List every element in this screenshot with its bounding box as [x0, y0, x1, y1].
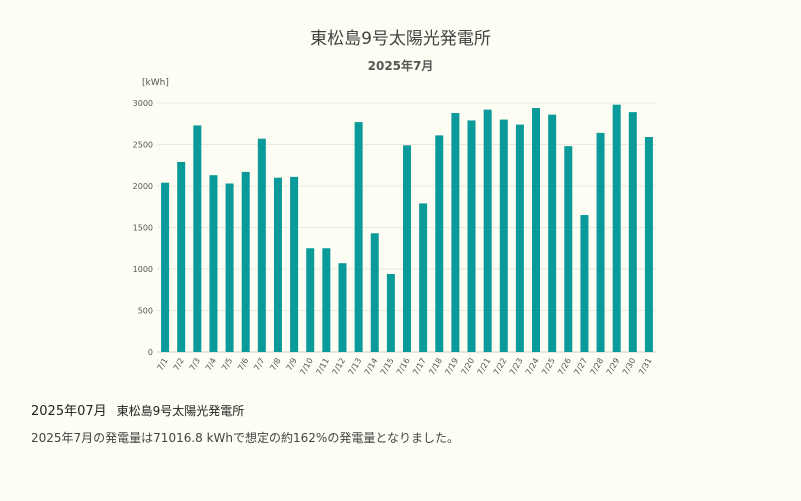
bar [483, 109, 492, 352]
y-tick-label: 3000 [133, 99, 153, 108]
bar [548, 114, 557, 353]
x-tick-label: 7/19 [443, 357, 460, 377]
bar [628, 112, 637, 352]
bar [515, 124, 524, 352]
bar [596, 132, 605, 352]
caption-period: 2025年07月 [31, 404, 107, 419]
bar [209, 175, 218, 352]
x-tick-label: 7/11 [314, 357, 331, 377]
x-tick-label: 7/28 [589, 357, 606, 377]
bar [435, 135, 444, 352]
y-tick-label: 1500 [133, 224, 153, 233]
bar [290, 176, 299, 352]
x-tick-label: 7/14 [363, 357, 380, 377]
bar [370, 233, 379, 352]
x-tick-label: 7/25 [540, 357, 557, 377]
x-tick-label: 7/7 [252, 357, 266, 373]
bar [419, 203, 428, 352]
x-tick-labels: 7/1 7/2 7/3 7/4 7/5 7/6 7/7 7/8 7/9 7/10 7/11 7/12 7… [156, 356, 654, 376]
x-tick-label: 7/12 [330, 357, 347, 377]
x-tick-label: 7/23 [508, 357, 525, 377]
x-tick-label: 7/24 [524, 357, 541, 377]
x-tick-label: 7/5 [220, 357, 234, 373]
caption-heading: 2025年07月 東松島9号太陽光発電所 [31, 400, 244, 419]
bar [564, 146, 573, 352]
x-tick-label: 7/2 [172, 357, 186, 373]
bar [241, 171, 250, 352]
bar [338, 263, 347, 352]
x-tick-label: 7/10 [298, 357, 315, 377]
bar [225, 183, 234, 352]
bar [354, 122, 363, 352]
bar [451, 112, 460, 353]
bar [580, 215, 589, 352]
x-tick-label: 7/17 [411, 357, 428, 377]
bars [161, 104, 653, 353]
x-tick-label: 7/26 [556, 357, 573, 377]
x-tick-label: 7/22 [492, 356, 509, 376]
x-tick-label: 7/20 [459, 357, 476, 377]
bar-chart: 0 500 1000 1500 2000 2500 3000 7/1 7/2 7/3 7/4 7/5… [133, 78, 657, 377]
x-tick-label: 7/27 [572, 357, 589, 377]
bar [177, 161, 186, 352]
chart-title: 東松島9号太陽光発電所 [310, 29, 491, 49]
x-tick-label: 7/18 [427, 357, 444, 377]
x-tick-label: 7/13 [347, 357, 364, 377]
y-tick-label: 2500 [133, 141, 153, 150]
x-tick-label: 7/30 [621, 357, 638, 377]
bar [273, 177, 282, 352]
bar [322, 248, 331, 352]
y-tick-label: 2000 [133, 182, 153, 191]
bar [161, 182, 170, 352]
bar [532, 107, 541, 352]
bar [467, 120, 476, 353]
bar [499, 119, 508, 352]
bar [612, 104, 621, 352]
y-tick-label: 1000 [133, 265, 153, 274]
caption-summary: 2025年7月の発電量は71016.8 kWhで想定の約162%の発電量となりま… [31, 431, 459, 445]
bar [193, 125, 202, 352]
chart-subtitle: 2025年7月 [367, 59, 434, 73]
x-tick-label: 7/8 [268, 357, 282, 373]
y-tick-label: 0 [148, 348, 153, 357]
x-tick-label: 7/31 [637, 357, 654, 377]
x-tick-label: 7/4 [204, 357, 218, 373]
x-tick-label: 7/21 [476, 357, 493, 377]
bar [306, 248, 315, 352]
bar [386, 273, 395, 352]
bar [257, 138, 266, 352]
x-tick-label: 7/29 [605, 357, 622, 377]
y-tick-label: 500 [138, 307, 153, 316]
y-axis-label: [kWh] [142, 78, 169, 88]
bar [403, 145, 411, 352]
caption-plant-name: 東松島9号太陽光発電所 [116, 404, 245, 418]
bar [644, 137, 653, 352]
grid-lines [157, 102, 657, 353]
y-tick-labels: 0 500 1000 1500 2000 2500 3000 [133, 99, 153, 357]
x-tick-label: 7/3 [188, 357, 202, 373]
x-tick-label: 7/16 [395, 357, 412, 377]
x-tick-label: 7/9 [285, 357, 299, 373]
x-tick-label: 7/6 [236, 357, 250, 373]
x-tick-label: 7/1 [156, 357, 170, 373]
x-tick-label: 7/15 [379, 357, 396, 377]
